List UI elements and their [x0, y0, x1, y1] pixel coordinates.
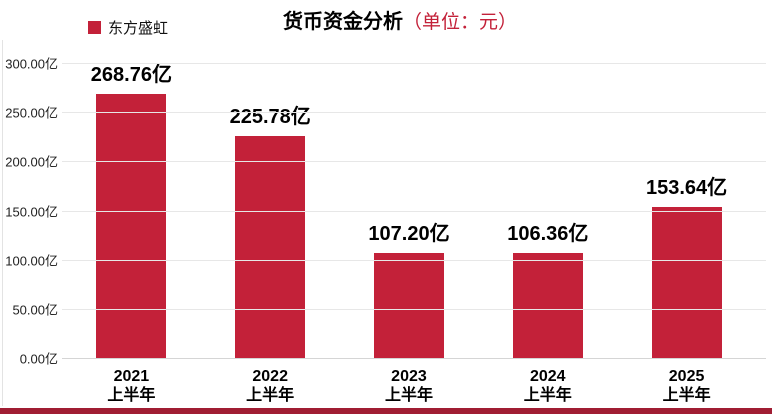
bar [96, 93, 167, 358]
x-axis-category-line: 2025 [668, 368, 705, 385]
gridline [62, 210, 766, 212]
x-axis-category-label: 2024 上半年 [524, 367, 572, 405]
y-axis: 300.00亿 250.00亿 200.00亿 150.00亿 100.00亿 50.00… [0, 57, 58, 367]
bar-column: 225.78亿 2022 上半年 [201, 63, 340, 404]
bar-value-label: 107.20亿 [368, 222, 450, 245]
x-axis-category-line: 2023 [391, 368, 427, 385]
legend-series-label: 东方盛虹 [108, 20, 169, 37]
x-axis-category-line: 上半年 [384, 387, 433, 404]
bar-column: 268.76亿 2021 上半年 [62, 63, 201, 404]
bar-column: 106.36亿 2024 上半年 [478, 63, 617, 404]
x-axis-category-label: 2021 上半年 [107, 367, 155, 405]
bar-value-label: 106.36亿 [507, 223, 589, 246]
gridline [62, 358, 766, 359]
gridline [62, 63, 766, 64]
bar [512, 253, 583, 358]
x-axis-category-label: 2023 上半年 [385, 367, 433, 405]
chart-title-text: 货币资金分析 [283, 11, 403, 33]
x-axis-category-line: 上半年 [523, 387, 572, 404]
gridline [62, 308, 766, 310]
bars-layer: 268.76亿 2021 上半年 225.78亿 2022 上半年 107.20亿 2023 上… [62, 63, 756, 404]
bar-column: 153.64亿 2025 上半年 [617, 63, 756, 404]
gridline [62, 112, 766, 114]
y-axis-tick-label: 0.00亿 [19, 351, 58, 367]
legend: 东方盛虹 [88, 17, 168, 38]
y-axis-tick-label: 150.00亿 [5, 204, 58, 219]
y-axis-tick-label: 50.00亿 [12, 302, 58, 318]
gridline [62, 161, 766, 163]
bar-column: 107.20亿 2023 上半年 [340, 63, 479, 404]
x-axis-category-line: 上半年 [662, 387, 711, 404]
y-axis-tick-label: 100.00亿 [5, 253, 58, 269]
bar [373, 252, 444, 358]
chart-title-unit: （单位：元） [403, 12, 518, 33]
gridline [62, 259, 766, 261]
x-axis-category-label: 2022 上半年 [246, 367, 294, 405]
bar [235, 135, 306, 358]
bottom-red-strip [0, 408, 772, 414]
x-axis-category-line: 2022 [252, 368, 288, 385]
y-axis-tick-label: 200.00亿 [5, 154, 58, 170]
chart-title: 货币资金分析（单位：元） [283, 8, 517, 38]
plot-area: 268.76亿 2021 上半年 225.78亿 2022 上半年 107.20亿 2023 上… [62, 63, 766, 404]
bar-value-label: 268.76亿 [90, 63, 172, 86]
y-axis-tick-label: 250.00亿 [5, 105, 58, 121]
bar-value-label: 153.64亿 [645, 176, 728, 199]
x-axis-category-line: 2024 [529, 368, 566, 385]
bar [651, 206, 722, 358]
legend-color-swatch-icon [88, 21, 101, 34]
bar-value-label: 225.78亿 [229, 105, 311, 128]
chart-left-border [2, 40, 3, 406]
x-axis-category-label: 2025 上半年 [663, 367, 711, 405]
y-axis-tick-label: 300.00亿 [5, 56, 58, 72]
x-axis-category-line: 上半年 [246, 387, 295, 404]
x-axis-category-line: 2021 [113, 368, 150, 385]
x-axis-category-line: 上半年 [107, 387, 156, 404]
